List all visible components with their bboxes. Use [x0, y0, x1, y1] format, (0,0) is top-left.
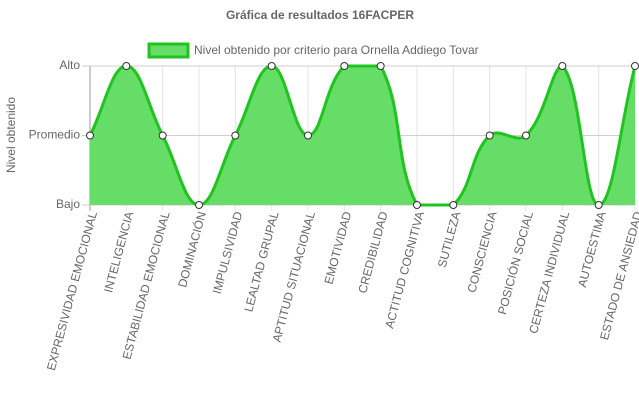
- x-tick-label: POSICIÓN SOCIAL: [494, 209, 536, 316]
- x-tick-label: ACTITUD COGNITIVA: [382, 210, 427, 330]
- point: [376, 62, 385, 70]
- point: [449, 201, 458, 209]
- chart-title: Gráfica de resultados 16FACPER: [226, 8, 414, 22]
- point: [558, 62, 567, 70]
- point: [86, 131, 94, 140]
- x-tick-label: CONSCIENCIA: [465, 210, 500, 294]
- y-tick-label: Bajo: [56, 197, 80, 211]
- x-tick-label: DOMINACIÓN: [174, 210, 209, 289]
- x-tick-label: LEALTAD GRUPAL: [241, 210, 281, 314]
- x-tick-label: EMOTIVIDAD: [321, 210, 354, 286]
- point: [304, 131, 312, 140]
- point: [122, 62, 131, 70]
- point: [340, 62, 349, 70]
- legend-swatch: [147, 42, 190, 59]
- x-tick-label: INTELIGENCIA: [101, 210, 136, 294]
- y-tick-label: Promedio: [29, 128, 81, 142]
- x-tick-label: CREDIBILIDAD: [355, 210, 390, 295]
- area-fill: [90, 66, 635, 205]
- x-tick-label: CERTEZA INDIVIDUAL: [526, 210, 572, 335]
- point: [594, 201, 603, 209]
- y-tick-label: Alto: [59, 58, 80, 72]
- point: [231, 131, 240, 140]
- x-tick-label: IMPULSIVIDAD: [210, 210, 246, 296]
- point: [522, 131, 530, 140]
- point: [267, 62, 276, 70]
- point: [413, 201, 421, 209]
- point: [631, 62, 639, 70]
- point: [158, 131, 167, 140]
- y-axis-title: Nivel obtenido: [4, 97, 18, 173]
- x-tick-label: AUTOESTIMA: [575, 210, 609, 289]
- point: [195, 201, 203, 209]
- x-tick-label: EXPRESIVIDAD EMOCIONAL: [44, 210, 100, 372]
- point: [485, 131, 494, 140]
- legend-label: Nivel obtenido por criterio para Ornella…: [194, 43, 479, 57]
- x-tick-label: SUTILEZA: [435, 210, 463, 269]
